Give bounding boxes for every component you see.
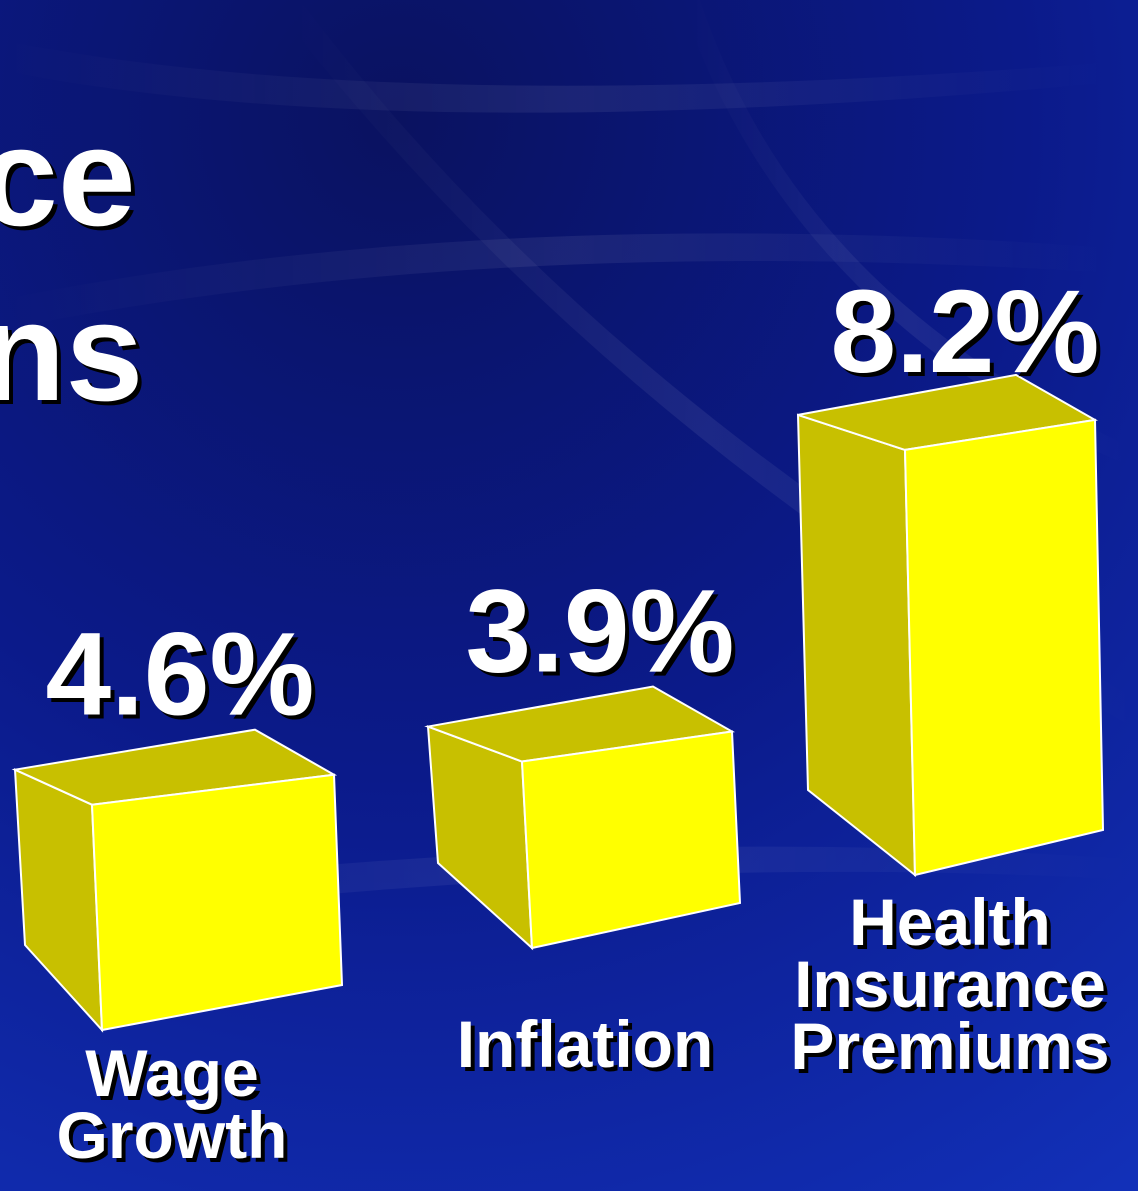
category-label-3-line-1: Health <box>849 885 1051 959</box>
bar-front-face <box>90 773 344 1032</box>
bar-side-face <box>796 413 917 878</box>
bar-front-face <box>520 730 742 950</box>
title-fragment-2: ns <box>0 273 143 430</box>
bar-1 <box>11 728 344 1033</box>
category-label-1-line-2-shadow: Growth <box>61 1102 292 1176</box>
value-label-3-shadow: 8.2% <box>835 270 1104 402</box>
category-label-3-line-3: Premiums <box>790 1009 1109 1083</box>
category-label-3-line-2: Insurance <box>794 947 1106 1021</box>
bar-2 <box>424 685 742 951</box>
value-label-1-shadow: 4.6% <box>50 613 319 745</box>
title-fragment-2-shadow: ns <box>0 277 147 434</box>
category-label-2-line-1-shadow: Inflation <box>461 1011 718 1085</box>
category-label-3-line-2-shadow: Insurance <box>798 951 1110 1025</box>
value-label-3: 8.2% <box>831 266 1100 398</box>
category-label-1-line-2: Growth <box>57 1098 288 1172</box>
title-fragment-1-shadow: ce <box>0 102 140 259</box>
bar-front-face <box>903 418 1105 877</box>
value-label-1: 4.6% <box>46 609 315 741</box>
category-label-1-line-1-shadow: Wage <box>89 1040 263 1114</box>
bar-3 <box>796 373 1105 878</box>
value-label-2: 3.9% <box>466 566 735 698</box>
category-label-2-line-1: Inflation <box>457 1007 714 1081</box>
category-label-3-line-1-shadow: Health <box>853 889 1055 963</box>
bars-layer <box>11 373 1105 1033</box>
bar-side-face <box>13 768 104 1033</box>
value-label-2-shadow: 3.9% <box>470 570 739 702</box>
slide-title-fragments: ce ce ns ns <box>0 98 147 434</box>
title-fragment-1: ce <box>0 98 136 255</box>
category-label-3-line-3-shadow: Premiums <box>794 1013 1113 1087</box>
category-label-1-line-1: Wage <box>85 1036 259 1110</box>
